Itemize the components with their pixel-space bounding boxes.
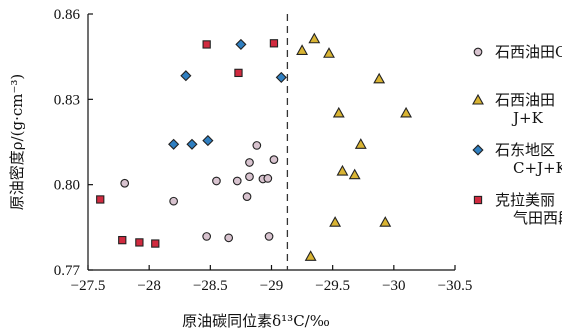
legend-marker-triangle xyxy=(472,93,484,105)
data-point-square xyxy=(234,68,243,78)
data-point-square xyxy=(96,195,105,204)
data-point-triangle xyxy=(373,72,386,84)
x-tick-label: −29.5 xyxy=(315,278,350,294)
data-point-circle xyxy=(245,172,254,182)
data-point-triangle xyxy=(332,106,345,118)
data-point-diamond xyxy=(235,38,247,51)
legend-label: 气田西段 xyxy=(513,209,562,227)
legend-label: 石西油田C xyxy=(495,43,562,61)
data-point-triangle xyxy=(329,216,342,227)
data-point-triangle xyxy=(304,250,317,261)
data-point-diamond xyxy=(168,138,180,150)
data-point-triangle xyxy=(336,164,349,176)
data-point-triangle xyxy=(400,106,413,118)
x-tick-label: −30.5 xyxy=(438,278,473,294)
y-tick-label: 0.80 xyxy=(54,178,80,194)
y-tick-label: 0.77 xyxy=(54,263,81,279)
legend-marker-diamond xyxy=(472,144,484,156)
series-3 xyxy=(96,39,279,248)
x-tick-label: −29 xyxy=(260,278,283,294)
x-tick-label: −28.5 xyxy=(193,278,228,294)
y-tick-label: 0.86 xyxy=(54,7,81,23)
data-point-circle xyxy=(212,176,221,186)
x-axis-title: 原油碳同位素δ¹³C/‰ xyxy=(182,312,330,330)
y-tick-label: 0.83 xyxy=(54,92,80,108)
data-point-circle xyxy=(264,232,274,241)
legend-label: C+J+K xyxy=(513,159,562,177)
data-point-triangle xyxy=(296,44,309,55)
data-point-square xyxy=(151,239,160,248)
data-point-circle xyxy=(242,192,252,201)
data-point-diamond xyxy=(180,70,192,82)
data-point-square xyxy=(269,39,279,48)
legend-label: 石西油田 xyxy=(495,91,555,109)
x-tick-label: −27.5 xyxy=(71,278,106,294)
data-point-circle xyxy=(269,155,279,164)
legend-label: 克拉美丽 xyxy=(495,191,555,209)
x-tick-label: −28 xyxy=(137,278,160,294)
data-point-triangle xyxy=(348,168,361,180)
data-point-square xyxy=(202,40,211,49)
data-points-layer xyxy=(96,32,413,261)
series-2 xyxy=(168,38,287,150)
legend-label: 石东地区 xyxy=(495,141,555,159)
data-point-square xyxy=(135,238,144,247)
data-point-circle xyxy=(224,233,234,243)
legend-label: J+K xyxy=(511,109,544,127)
data-point-triangle xyxy=(308,32,321,44)
data-point-circle xyxy=(169,196,178,206)
data-point-diamond xyxy=(202,134,214,147)
axes: −27.5 −28 −28.5 −29 −29.5 −30 −30.5 0.77 0.80 0.8… xyxy=(8,7,472,330)
data-point-circle xyxy=(245,158,254,167)
data-point-triangle xyxy=(323,47,335,58)
data-point-diamond xyxy=(275,71,287,84)
legend-marker-circle xyxy=(473,47,483,57)
data-point-triangle xyxy=(354,138,367,149)
data-point-triangle xyxy=(379,216,392,227)
series-1 xyxy=(296,32,413,261)
data-point-circle xyxy=(232,176,242,186)
data-point-diamond xyxy=(186,138,198,150)
data-point-circle xyxy=(120,178,130,188)
series-0 xyxy=(120,141,279,243)
legend-marker-square xyxy=(473,195,483,205)
data-point-circle xyxy=(252,141,262,150)
data-point-circle xyxy=(202,232,212,241)
data-point-square xyxy=(118,235,127,245)
y-axis-title: 原油密度ρ/(g·cm⁻³) xyxy=(8,74,26,211)
x-tick-label: −30 xyxy=(382,278,405,294)
data-point-circle xyxy=(263,174,273,183)
